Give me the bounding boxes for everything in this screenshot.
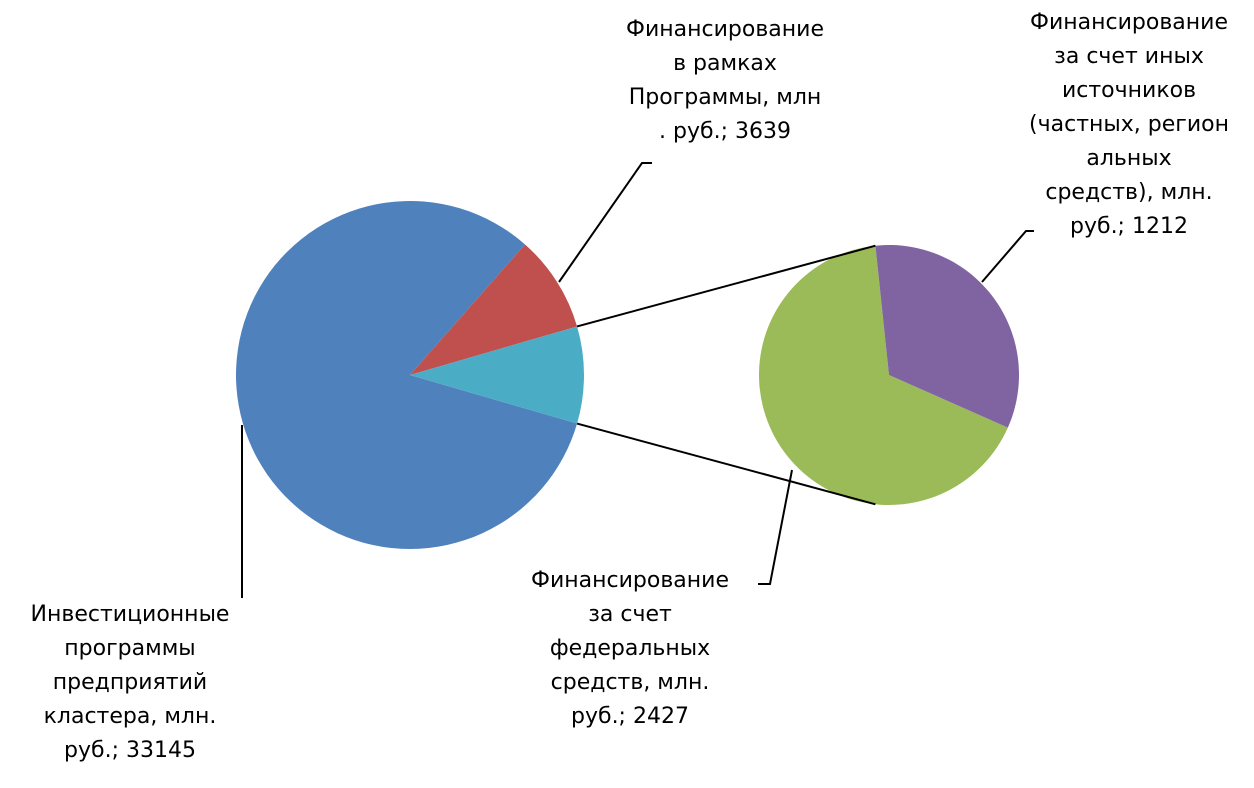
leader-line-program	[558, 162, 652, 283]
slice-other-group	[410, 326, 585, 424]
leader-line-other-sources	[981, 230, 1034, 283]
leader-lines	[241, 162, 1034, 598]
connector-lines	[576, 244, 876, 506]
slice-investment-programs	[236, 201, 578, 550]
slice-other-sources	[875, 244, 1019, 428]
label-investment-programs: Инвестиционные программы предприятий кла…	[30, 602, 230, 763]
label-other-sources: Финансирование за счет иных источников (…	[1029, 10, 1229, 239]
secondary-pie	[758, 244, 1019, 505]
main-pie	[236, 201, 585, 550]
slice-program-funding	[410, 244, 578, 375]
label-federal-funding: Финансирование за счет федеральных средс…	[531, 568, 729, 729]
connector-line-top	[576, 244, 876, 328]
leader-line-federal	[758, 469, 793, 585]
label-program-funding: Финансирование в рамках Программы, млн .…	[626, 17, 824, 144]
slice-federal-funding	[758, 245, 1008, 505]
connector-line-bottom	[576, 422, 876, 506]
